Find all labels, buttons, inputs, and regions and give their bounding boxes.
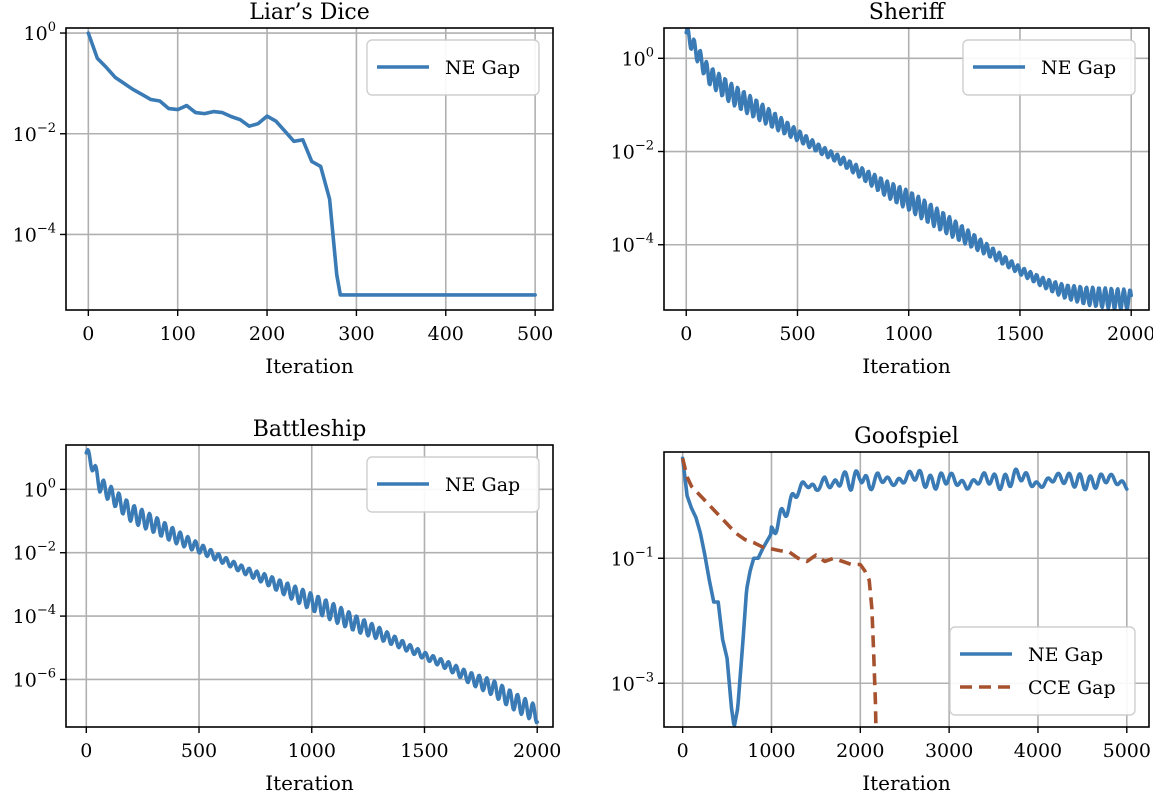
y-tick-label: 10−1 bbox=[611, 545, 654, 570]
x-tick-label: 500 bbox=[517, 323, 553, 345]
legend-label: CCE Gap bbox=[1028, 677, 1116, 699]
y-tick-label: 100 bbox=[24, 20, 56, 45]
x-tick-label: 0 bbox=[80, 740, 92, 762]
y-tick-label: 10−3 bbox=[611, 670, 654, 695]
chart-panel-1: 0 100 200 300 400 500 100 10−2 10−4 Liar’s Dice It… bbox=[13, 0, 554, 378]
chart-title: Battleship bbox=[253, 417, 367, 442]
x-tick-label: 1000 bbox=[747, 740, 795, 762]
legend: NE Gap CCE Gap bbox=[949, 626, 1136, 716]
x-tick-label: 1500 bbox=[996, 323, 1044, 345]
legend-label: NE Gap bbox=[1041, 57, 1116, 79]
legend-label: NE Gap bbox=[445, 57, 520, 79]
x-axis-label: Iteration bbox=[862, 354, 951, 378]
legend-box bbox=[366, 456, 540, 513]
y-tick-label: 10−2 bbox=[13, 121, 56, 146]
y-tick-label: 100 bbox=[622, 45, 654, 70]
x-tick-label: 3000 bbox=[925, 740, 973, 762]
series-line-ne-gap bbox=[86, 31, 537, 297]
chart-panel-2: 0 500 1000 1500 2000 100 10−2 10−4 Sheriff Iterat… bbox=[611, 0, 1153, 378]
x-tick-label: 2000 bbox=[1107, 323, 1153, 345]
y-tick-label: 10−4 bbox=[13, 221, 56, 246]
legend-label: NE Gap bbox=[1028, 644, 1103, 666]
series-line-ne-gap bbox=[684, 28, 1133, 310]
y-tick-label: 10−2 bbox=[611, 139, 654, 164]
x-tick-label: 0 bbox=[680, 323, 692, 345]
y-tick-label: 10−4 bbox=[611, 232, 654, 257]
legend-label: NE Gap bbox=[445, 474, 520, 496]
legend-box bbox=[366, 39, 540, 96]
axes-frame bbox=[65, 444, 554, 728]
x-tick-label: 100 bbox=[160, 323, 196, 345]
y-tick-label: 10−6 bbox=[13, 666, 56, 691]
chart-title: Sheriff bbox=[869, 0, 946, 25]
chart-title: Goofspiel bbox=[854, 424, 959, 449]
x-axis-label: Iteration bbox=[265, 771, 354, 794]
x-tick-label: 500 bbox=[779, 323, 815, 345]
chart-panel-3: 0 500 1000 1500 2000 100 10−2 10−4 10−6 Battleshi… bbox=[13, 417, 562, 794]
x-axis-label: Iteration bbox=[862, 771, 951, 794]
x-tick-label: 4000 bbox=[1014, 740, 1062, 762]
series-line-cce-gap bbox=[680, 457, 878, 727]
x-tick-label: 400 bbox=[428, 323, 464, 345]
legend-box bbox=[949, 626, 1136, 716]
axes-frame bbox=[663, 451, 1150, 728]
x-tick-label: 300 bbox=[338, 323, 374, 345]
x-tick-label: 0 bbox=[82, 323, 94, 345]
x-tick-label: 1000 bbox=[885, 323, 933, 345]
x-tick-label: 0 bbox=[677, 740, 689, 762]
series-line-ne-gap bbox=[84, 447, 540, 725]
x-tick-label: 5000 bbox=[1103, 740, 1151, 762]
axes-frame bbox=[65, 27, 554, 311]
x-tick-label: 1000 bbox=[288, 740, 336, 762]
y-tick-label: 10−2 bbox=[13, 540, 56, 565]
chart-title: Liar’s Dice bbox=[249, 0, 370, 25]
legend: NE Gap bbox=[366, 39, 540, 96]
legend: NE Gap bbox=[962, 39, 1136, 96]
x-axis-label: Iteration bbox=[265, 354, 354, 378]
y-tick-label: 10−4 bbox=[13, 603, 56, 628]
x-tick-label: 500 bbox=[181, 740, 217, 762]
legend-box bbox=[962, 39, 1136, 96]
x-tick-label: 2000 bbox=[836, 740, 884, 762]
series-line-ne-gap bbox=[680, 456, 1129, 727]
x-tick-label: 200 bbox=[249, 323, 285, 345]
x-tick-label: 1500 bbox=[400, 740, 448, 762]
axes-frame bbox=[663, 27, 1150, 311]
x-tick-label: 2000 bbox=[513, 740, 561, 762]
y-tick-label: 100 bbox=[24, 476, 56, 501]
legend: NE Gap bbox=[366, 456, 540, 513]
chart-panel-4: 0 1000 2000 3000 4000 5000 10−1 10−3 Goofspiel It… bbox=[611, 424, 1151, 794]
